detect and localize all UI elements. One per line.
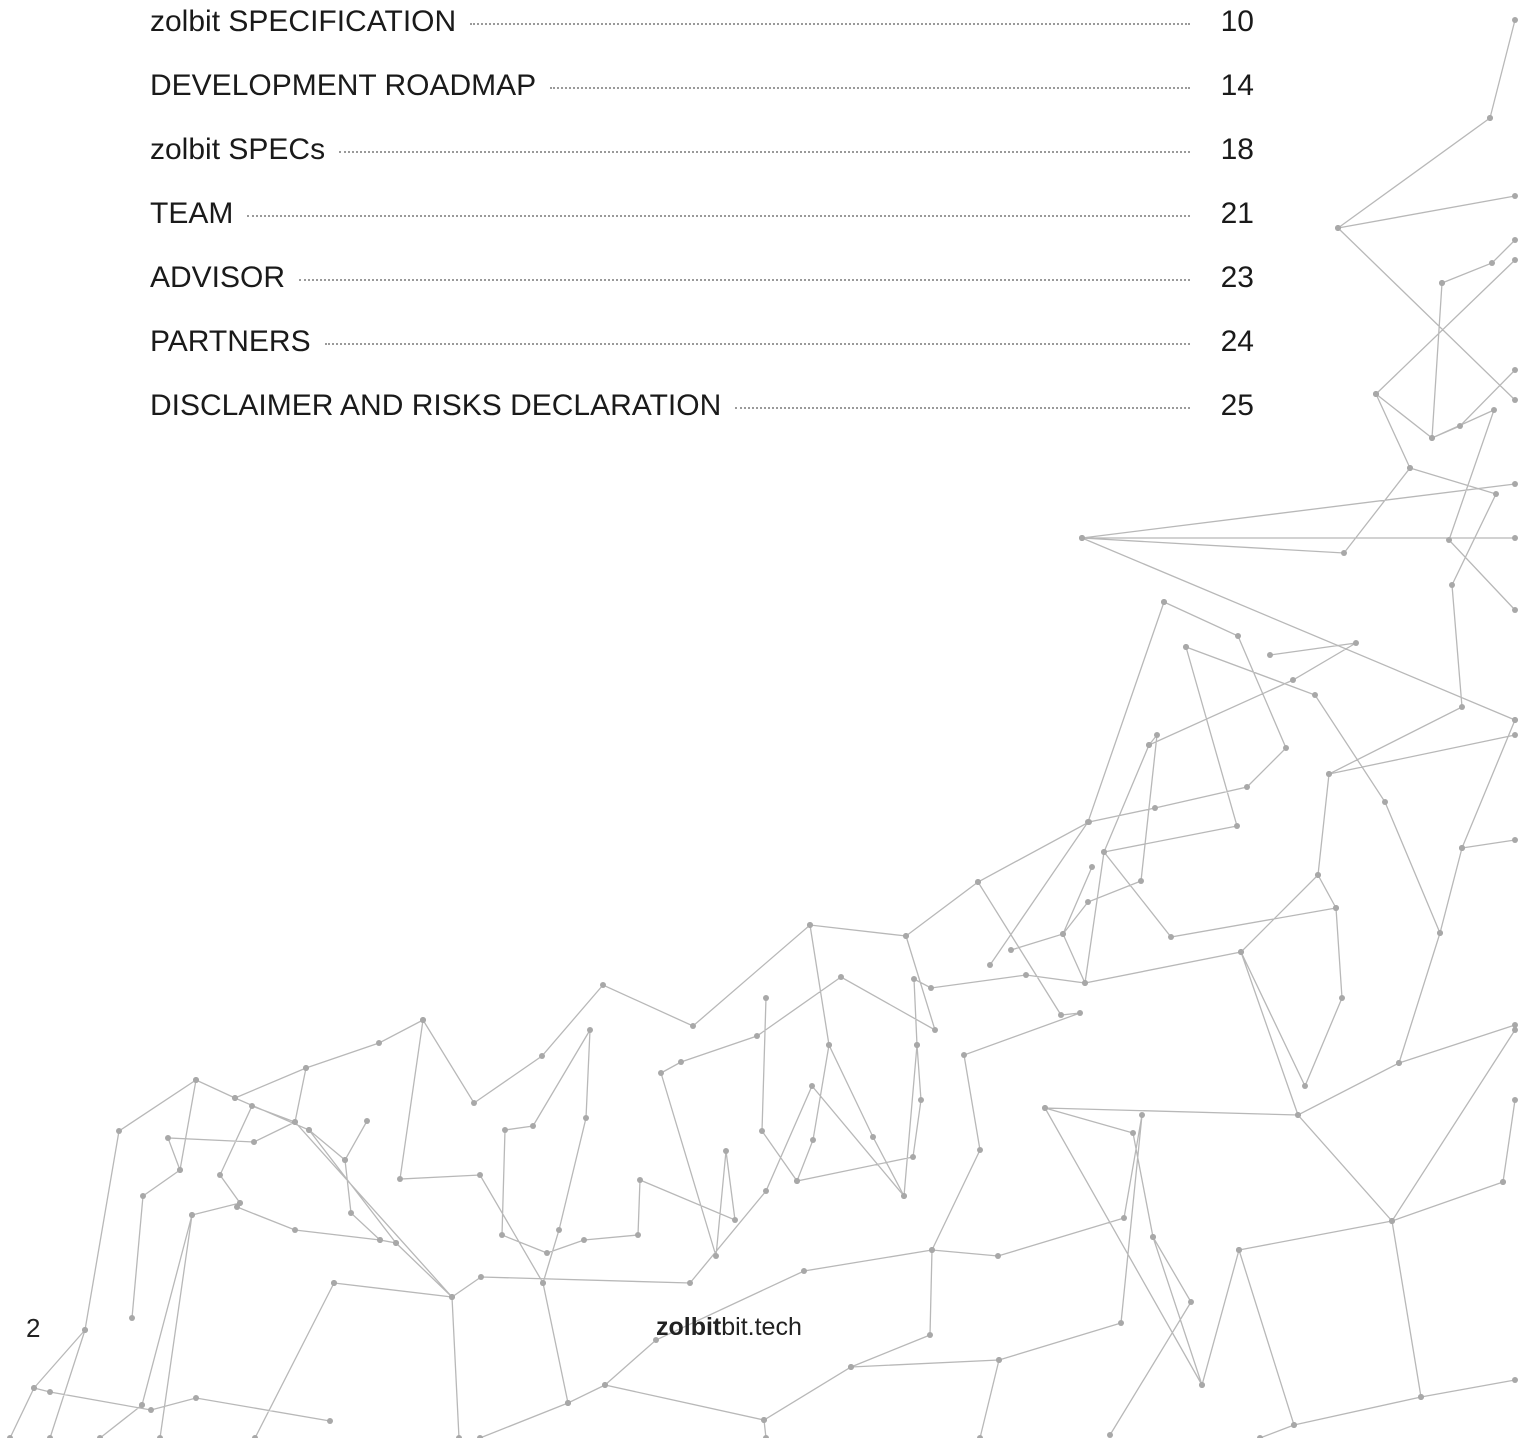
site-suffix: bit.tech (721, 1313, 802, 1341)
toc-title: DISCLAIMER AND RISKS DECLARATION (150, 389, 721, 423)
dot-leader (470, 23, 1190, 25)
toc-title: PARTNERS (150, 325, 311, 359)
toc-page: 23 (1218, 261, 1254, 295)
dot-leader (325, 343, 1190, 345)
dot-leader (247, 215, 1190, 217)
site-address: zolbitbit.tech (656, 1313, 802, 1342)
toc-page: 24 (1218, 325, 1254, 359)
page-number: 2 (26, 1313, 40, 1344)
site-brand: zolbit (656, 1313, 721, 1341)
toc-page: 25 (1218, 389, 1254, 423)
toc-entry: zolbit SPECs 18 (150, 118, 1254, 182)
toc-entry: ADVISOR 23 (150, 246, 1254, 310)
toc-page: 21 (1218, 197, 1254, 231)
toc-entry: DEVELOPMENT ROADMAP 14 (150, 54, 1254, 118)
toc-entry: zolbit SPECIFICATION 10 (150, 0, 1254, 54)
toc-title: DEVELOPMENT ROADMAP (150, 69, 536, 103)
toc-title: TEAM (150, 197, 233, 231)
toc-title: zolbit SPECs (150, 133, 325, 167)
toc-title: ADVISOR (150, 261, 285, 295)
toc-page: 18 (1218, 133, 1254, 167)
dot-leader (550, 87, 1190, 89)
toc-page: 14 (1218, 69, 1254, 103)
dot-leader (735, 407, 1190, 409)
page: zolbit SPECIFICATION 10 DEVELOPMENT ROADMA… (0, 0, 1518, 1438)
toc-entry: TEAM 21 (150, 182, 1254, 246)
toc-entry: DISCLAIMER AND RISKS DECLARATION 25 (150, 374, 1254, 438)
dot-leader (339, 151, 1190, 153)
toc-page: 10 (1218, 5, 1254, 39)
toc-entry: PARTNERS 24 (150, 310, 1254, 374)
dot-leader (299, 279, 1190, 281)
toc-title: zolbit SPECIFICATION (150, 5, 456, 39)
table-of-contents: zolbit SPECIFICATION 10 DEVELOPMENT ROADMA… (150, 0, 1254, 438)
